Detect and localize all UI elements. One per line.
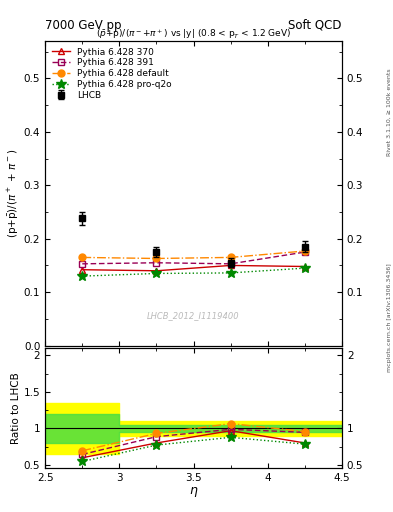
Pythia 6.428 pro-q2o bbox=[228, 270, 233, 276]
X-axis label: $\eta$: $\eta$ bbox=[189, 485, 198, 499]
Text: Rivet 3.1.10, ≥ 100k events: Rivet 3.1.10, ≥ 100k events bbox=[387, 69, 392, 157]
Pythia 6.428 391 bbox=[154, 260, 159, 266]
Y-axis label: (p+$\bar{\rm p}$)/($\pi^+$ + $\pi^-$): (p+$\bar{\rm p}$)/($\pi^+$ + $\pi^-$) bbox=[6, 148, 21, 238]
Legend: Pythia 6.428 370, Pythia 6.428 391, Pythia 6.428 default, Pythia 6.428 pro-q2o, : Pythia 6.428 370, Pythia 6.428 391, Pyth… bbox=[48, 44, 175, 103]
Y-axis label: Ratio to LHCB: Ratio to LHCB bbox=[11, 372, 21, 444]
Pythia 6.428 default bbox=[80, 254, 84, 261]
Pythia 6.428 391 bbox=[303, 249, 307, 255]
Pythia 6.428 pro-q2o bbox=[80, 273, 84, 279]
Pythia 6.428 370 bbox=[228, 262, 233, 268]
Text: mcplots.cern.ch [arXiv:1306.3436]: mcplots.cern.ch [arXiv:1306.3436] bbox=[387, 263, 392, 372]
Pythia 6.428 391 bbox=[80, 261, 84, 267]
Line: Pythia 6.428 370: Pythia 6.428 370 bbox=[79, 262, 308, 274]
Line: Pythia 6.428 pro-q2o: Pythia 6.428 pro-q2o bbox=[77, 263, 310, 281]
Text: 7000 GeV pp: 7000 GeV pp bbox=[45, 19, 122, 32]
Pythia 6.428 pro-q2o bbox=[154, 270, 159, 276]
Pythia 6.428 370 bbox=[154, 268, 159, 274]
Text: LHCB_2012_I1119400: LHCB_2012_I1119400 bbox=[147, 311, 240, 319]
Line: Pythia 6.428 default: Pythia 6.428 default bbox=[79, 247, 308, 262]
Pythia 6.428 370 bbox=[80, 267, 84, 273]
Pythia 6.428 370 bbox=[303, 264, 307, 270]
Pythia 6.428 391 bbox=[228, 261, 233, 267]
Title: ($\bar{p}$+p)/($\pi^-$+$\pi^+$) vs |y| (0.8 < p$_T$ < 1.2 GeV): ($\bar{p}$+p)/($\pi^-$+$\pi^+$) vs |y| (… bbox=[96, 27, 291, 41]
Text: Soft QCD: Soft QCD bbox=[288, 19, 342, 32]
Pythia 6.428 pro-q2o bbox=[303, 265, 307, 271]
Line: Pythia 6.428 391: Pythia 6.428 391 bbox=[79, 249, 308, 267]
Pythia 6.428 default bbox=[228, 254, 233, 261]
Pythia 6.428 default bbox=[303, 248, 307, 254]
Pythia 6.428 default bbox=[154, 255, 159, 262]
